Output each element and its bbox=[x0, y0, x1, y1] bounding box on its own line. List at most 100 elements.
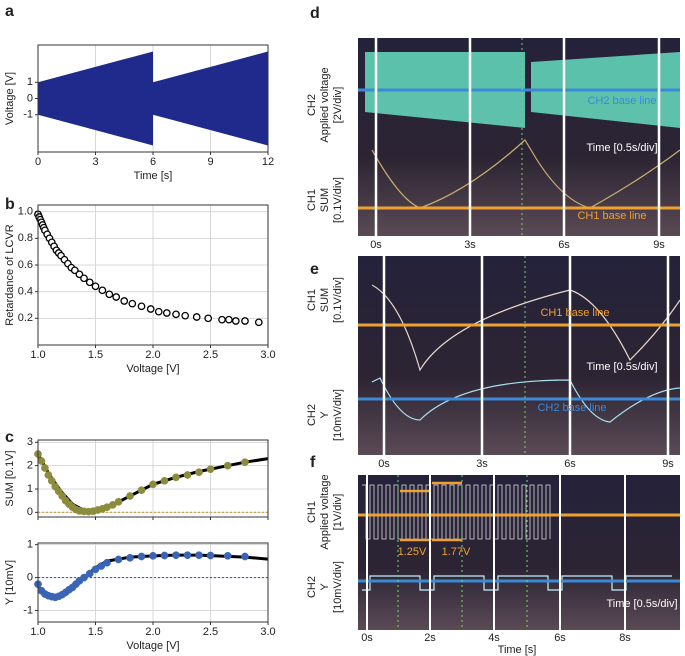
point bbox=[172, 310, 180, 319]
point bbox=[126, 492, 134, 500]
point bbox=[114, 555, 123, 564]
area bbox=[38, 51, 268, 146]
y-tick-label: 0.6 bbox=[18, 259, 33, 271]
panel-label: e bbox=[310, 261, 319, 278]
y-tick-label: 0 bbox=[27, 506, 33, 518]
x-tick-label: 6 bbox=[150, 156, 156, 168]
y-tick-label: -1 bbox=[23, 109, 33, 121]
x-tick-label: 9 bbox=[207, 156, 213, 168]
point bbox=[112, 293, 121, 301]
time-label: 0s bbox=[370, 239, 382, 251]
point bbox=[160, 551, 169, 560]
panel-label: c bbox=[5, 429, 14, 446]
y-tick-label: -1 bbox=[23, 604, 33, 616]
x-tick-label: 3.0 bbox=[260, 626, 275, 638]
y-tick-label: 0 bbox=[27, 571, 33, 583]
point bbox=[41, 464, 49, 472]
channel-label: [0.1V/div] bbox=[332, 177, 344, 223]
x-axis-label: Voltage [V] bbox=[126, 363, 179, 375]
time-label: 0s bbox=[378, 458, 390, 470]
point bbox=[91, 282, 100, 291]
x-axis-label: Time [s] bbox=[498, 644, 537, 656]
channel-label: Applied voltage bbox=[319, 67, 331, 142]
y-tick-label: 1 bbox=[27, 76, 33, 88]
time-label: 3s bbox=[476, 458, 488, 470]
x-axis-label: Time [s] bbox=[134, 170, 173, 182]
time-label: 9s bbox=[662, 458, 674, 470]
scope-photo-e bbox=[358, 256, 681, 455]
point bbox=[47, 476, 56, 485]
y-tick-label: 1.0 bbox=[18, 206, 33, 218]
point bbox=[80, 274, 88, 283]
x-tick-label: 2.5 bbox=[203, 626, 218, 638]
channel-label: [1V/div] bbox=[332, 494, 344, 531]
point bbox=[195, 468, 203, 477]
point bbox=[254, 318, 263, 327]
annotation: CH2 base line bbox=[587, 95, 656, 107]
plot-frame bbox=[37, 44, 269, 153]
channel-label: SUM bbox=[319, 288, 331, 312]
time-label: 8s bbox=[619, 632, 631, 644]
channel-label: [10mV/div] bbox=[332, 561, 344, 613]
point bbox=[172, 473, 180, 482]
point bbox=[241, 552, 249, 561]
channel-label: CH2 bbox=[306, 94, 318, 116]
point bbox=[137, 302, 146, 311]
point bbox=[225, 315, 233, 324]
channel-label: CH1 bbox=[306, 289, 318, 311]
y-tick-label: 0 bbox=[27, 92, 33, 104]
x-tick-label: 3.0 bbox=[260, 349, 275, 361]
y-axis-label: Y [10mV] bbox=[4, 560, 16, 605]
annotation: Time [0.5s/div] bbox=[606, 598, 677, 610]
x-tick-label: 1.5 bbox=[88, 349, 103, 361]
channel-label: SUM bbox=[319, 188, 331, 212]
channel-label: CH2 bbox=[306, 576, 318, 598]
y-tick-label: 1 bbox=[27, 483, 33, 495]
point bbox=[223, 551, 232, 560]
time-label: 9s bbox=[653, 239, 665, 251]
annotation: CH2 base line bbox=[537, 402, 606, 414]
y-axis-label: Voltage [V] bbox=[4, 72, 16, 125]
channel-label: [0.1V/div] bbox=[332, 277, 344, 323]
point bbox=[218, 315, 226, 324]
time-label: 6s bbox=[554, 632, 566, 644]
point bbox=[172, 551, 180, 560]
point bbox=[154, 307, 163, 316]
point bbox=[206, 465, 215, 474]
x-tick-label: 2.0 bbox=[145, 349, 160, 361]
x-axis-label: Voltage [V] bbox=[126, 640, 179, 652]
point bbox=[241, 317, 249, 325]
point bbox=[137, 552, 146, 561]
plot-frame bbox=[37, 542, 269, 623]
annotation: Time [0.5s/div] bbox=[586, 142, 657, 154]
y-tick-label: 3 bbox=[27, 436, 33, 448]
annotation: Time [0.5s/div] bbox=[586, 361, 657, 373]
point bbox=[183, 551, 192, 560]
annotation: CH1 base line bbox=[540, 307, 609, 319]
y-tick-label: 1 bbox=[27, 539, 33, 551]
point bbox=[80, 573, 88, 582]
channel-label: CH1 bbox=[306, 189, 318, 211]
point bbox=[37, 457, 46, 465]
y-tick-label: 0.8 bbox=[18, 232, 33, 244]
channel-label: Y bbox=[319, 583, 331, 591]
x-tick-label: 3 bbox=[92, 156, 98, 168]
channel-label: CH1 bbox=[306, 501, 318, 523]
panel-label: d bbox=[310, 5, 320, 22]
point bbox=[85, 569, 94, 578]
point bbox=[114, 497, 123, 506]
point bbox=[160, 476, 169, 485]
plot-frame bbox=[37, 204, 269, 346]
channel-label: [2V/div] bbox=[332, 87, 344, 124]
point bbox=[97, 562, 106, 570]
time-label: 2s bbox=[424, 632, 436, 644]
point bbox=[206, 551, 215, 560]
point bbox=[195, 551, 203, 560]
channel-label: [10mV/div] bbox=[332, 389, 344, 441]
panel-label: a bbox=[5, 3, 14, 20]
point bbox=[120, 297, 129, 305]
channel-label: Applied voltage bbox=[319, 474, 331, 549]
time-label: 6s bbox=[558, 239, 570, 251]
point bbox=[162, 309, 171, 317]
channel-label: CH2 bbox=[306, 404, 318, 426]
